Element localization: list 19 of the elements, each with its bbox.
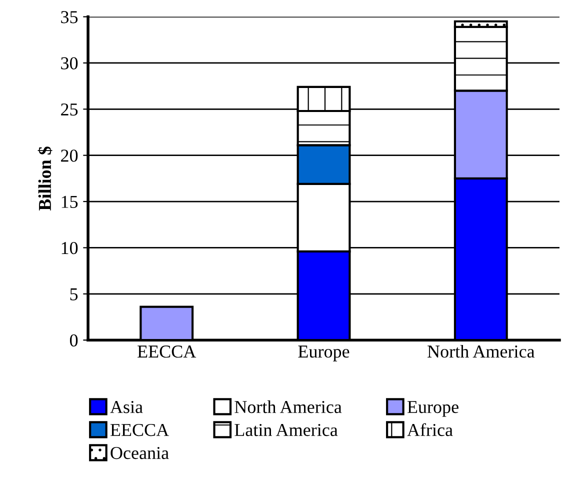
- y-tick-label: 5: [70, 288, 78, 300]
- legend-label: Europe: [407, 401, 458, 417]
- y-tick-label: 10: [62, 242, 78, 254]
- y-axis-title: Billion $: [38, 146, 52, 210]
- x-tick-label: North America: [428, 344, 535, 358]
- x-tick-label: Europe: [298, 346, 350, 362]
- y-tick-label: 25: [61, 103, 78, 116]
- y-tick-label: 35: [61, 11, 78, 24]
- y-tick-label: 15: [62, 196, 78, 208]
- legend-label: EECCA: [110, 424, 169, 436]
- legend-label: Africa: [407, 423, 453, 436]
- legend-label: North America: [234, 400, 342, 414]
- y-tick-label: 30: [61, 57, 78, 70]
- x-tick-label: EECCA: [138, 346, 196, 358]
- legend-label: Oceania: [110, 446, 169, 460]
- y-tick-label: 0: [70, 334, 78, 347]
- legend-label: Asia: [110, 400, 143, 414]
- legend-label: Latin America: [234, 424, 338, 436]
- y-tick-label: 20: [61, 150, 78, 162]
